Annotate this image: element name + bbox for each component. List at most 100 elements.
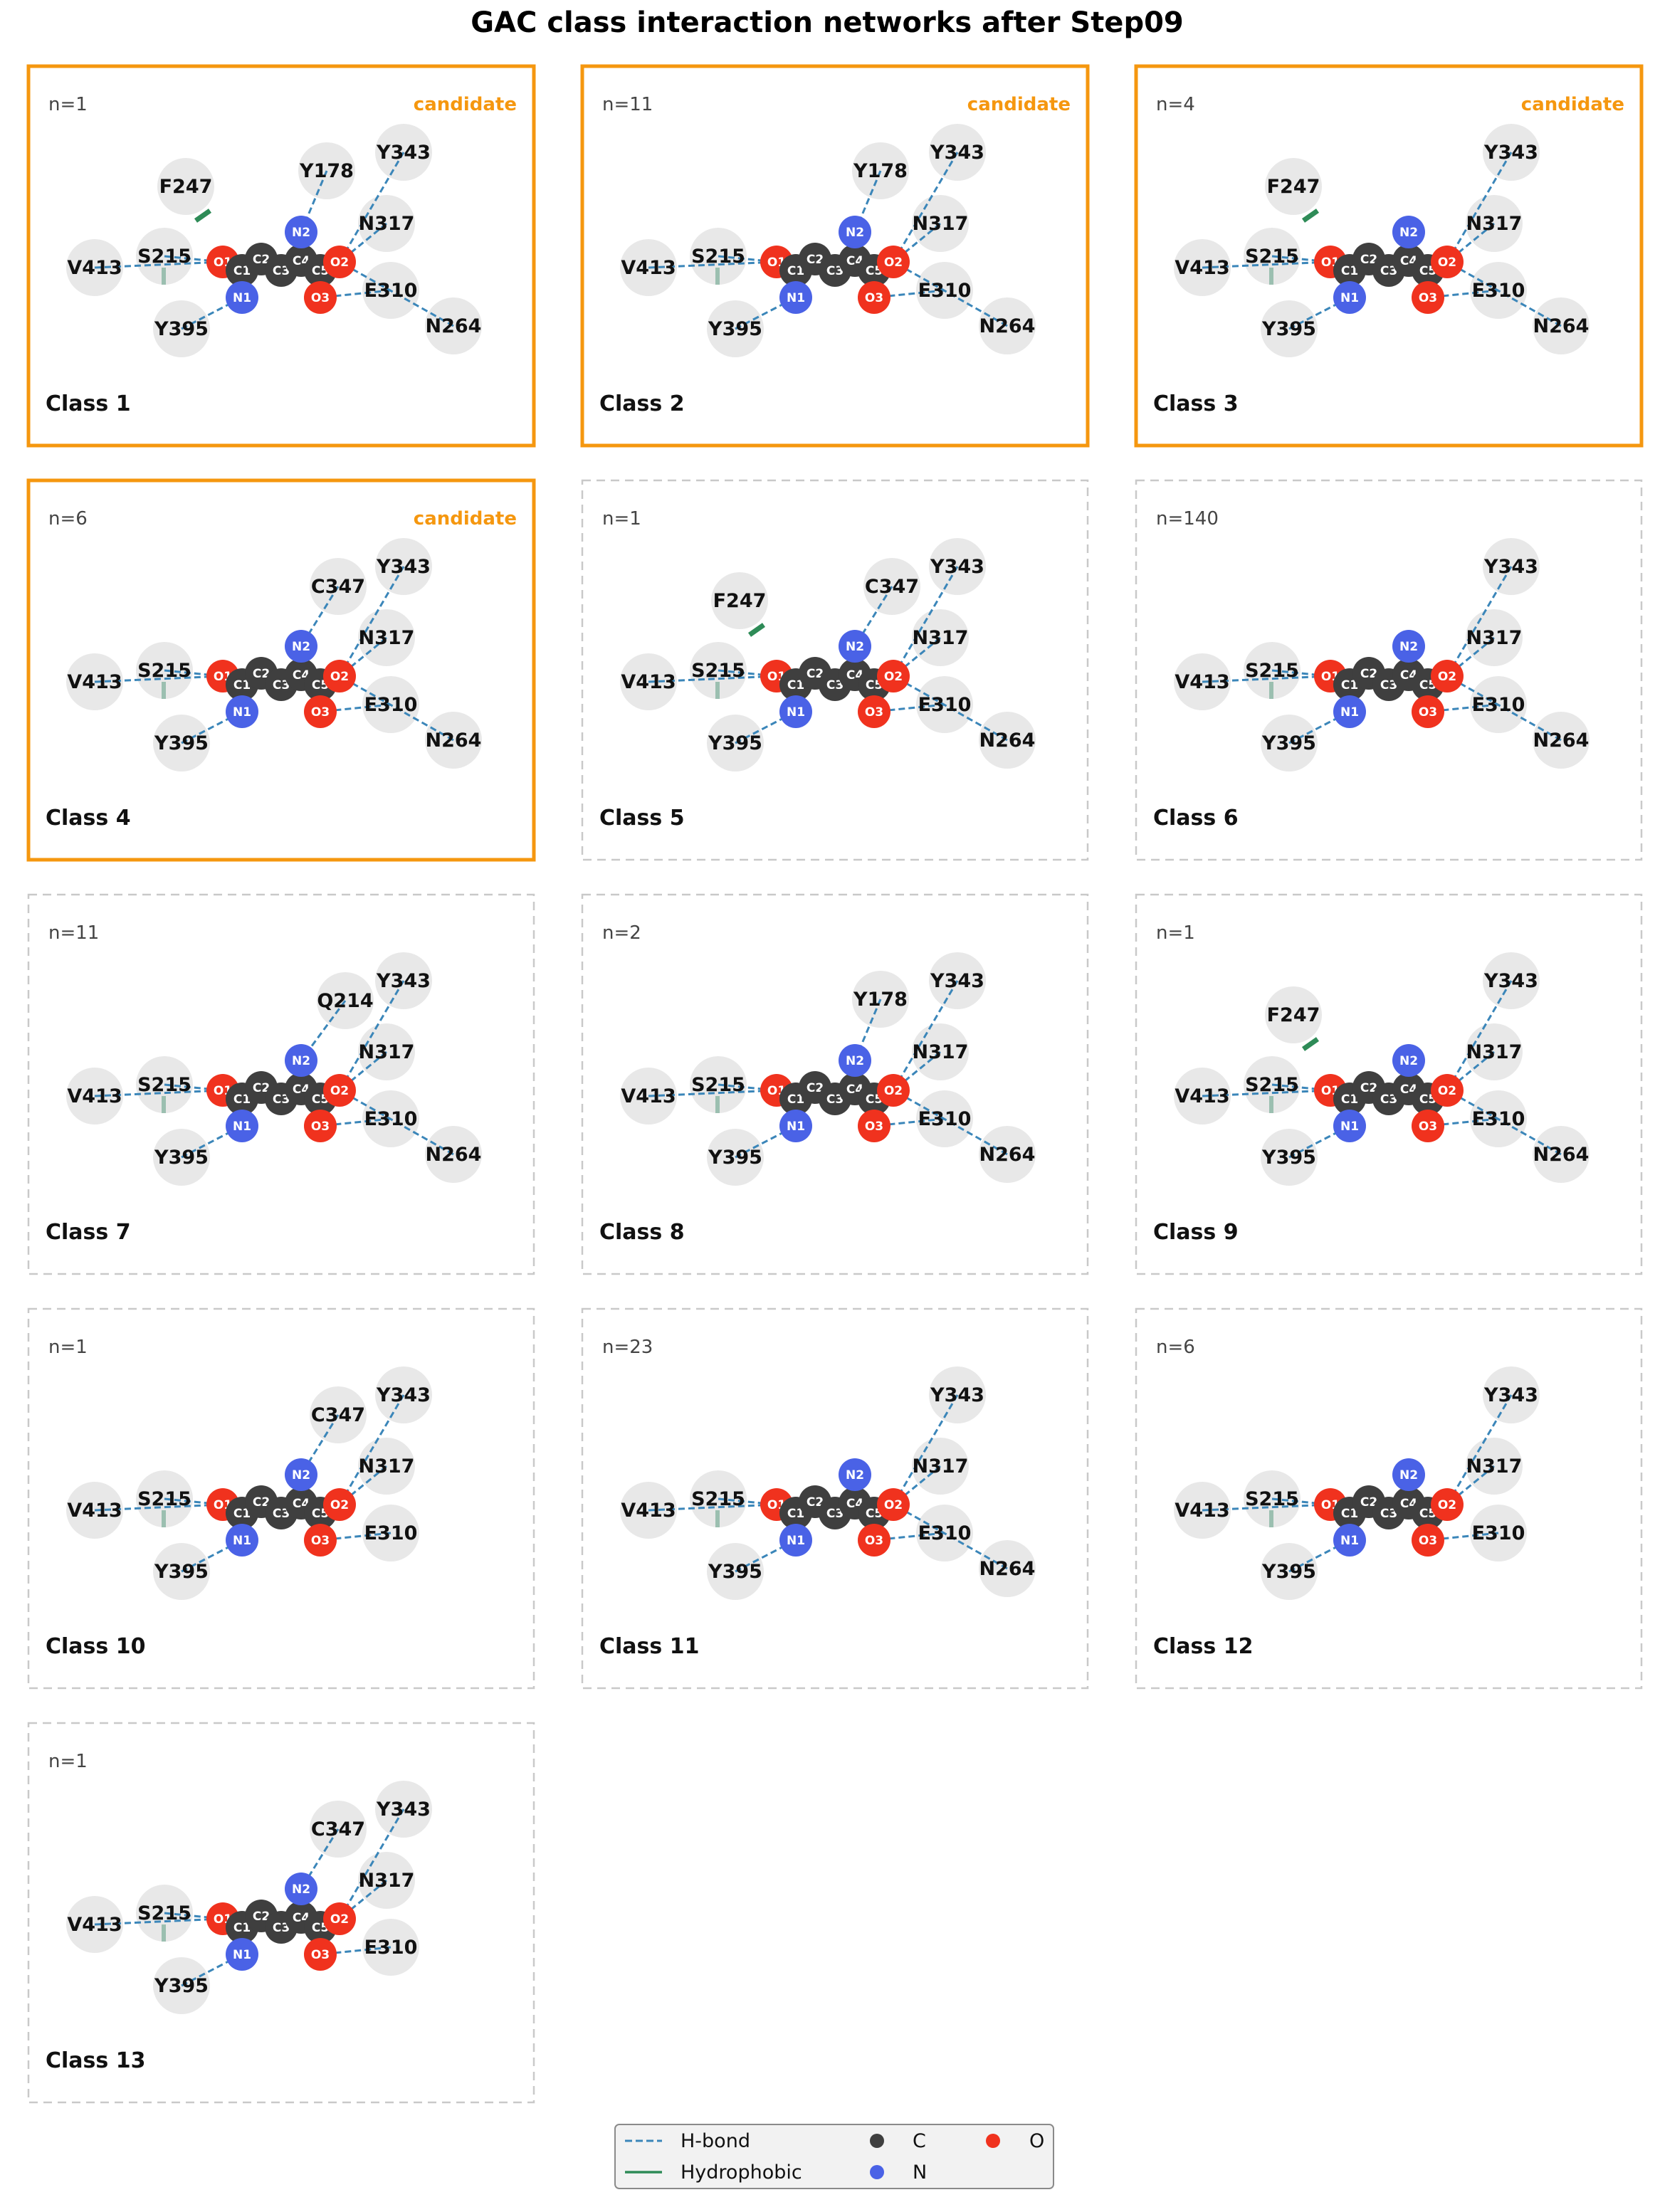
hbond-line: [338, 152, 405, 263]
atom-label: N2: [846, 1054, 864, 1068]
atom-label: O3: [1419, 1120, 1437, 1134]
candidate-badge: candidate: [1521, 94, 1624, 115]
residue-label: Y395: [154, 1561, 209, 1583]
class-label: Class 1: [46, 391, 131, 416]
residue-labels: Y343 N317 S215 V413 E310 Y395 N264: [621, 1384, 1035, 1583]
legend-hbond-label: H-bond: [681, 2130, 750, 2152]
residue-label: Q214: [317, 990, 373, 1012]
atom-label: C2: [1360, 1495, 1377, 1510]
hbond-line: [853, 586, 893, 647]
atom-label: C2: [253, 1495, 270, 1510]
residue-disc: [157, 158, 214, 215]
atom-label: O3: [311, 1120, 330, 1134]
residue-label: Y343: [930, 142, 984, 164]
residue-label: N264: [979, 1558, 1036, 1580]
residue-label: Y395: [154, 1975, 209, 1997]
residue-label: S215: [691, 1074, 745, 1096]
atom-label: O2: [1438, 1084, 1456, 1098]
atom-label: C2: [1360, 253, 1377, 267]
atom-label: N1: [233, 1120, 251, 1134]
residue-label: E310: [364, 1937, 418, 1959]
atom-label: N1: [1340, 1120, 1359, 1134]
residue-label: N317: [359, 1455, 415, 1478]
atom-n1: [779, 1110, 812, 1142]
hbond-line: [735, 710, 797, 744]
hbond-line: [181, 296, 243, 330]
atom-label: N2: [846, 640, 864, 654]
hbond-line: [735, 1125, 797, 1159]
hbond-line: [338, 980, 405, 1091]
atom-n1: [779, 281, 812, 314]
residue-label: S215: [137, 660, 191, 682]
hbond-line: [1202, 1089, 1331, 1097]
residue-label: N317: [1466, 213, 1523, 235]
atom-label: C1: [1341, 264, 1358, 278]
atom-label: C3: [1380, 678, 1397, 692]
atom-n1: [1333, 1524, 1366, 1557]
residue-label: Y178: [853, 160, 908, 182]
hbond-line: [873, 703, 945, 713]
atom-n2: [1392, 1458, 1425, 1491]
residue-disc: [1265, 986, 1322, 1043]
atom-o3: [304, 695, 337, 728]
residue-label: Y395: [1261, 1147, 1316, 1169]
atom-label: N2: [1399, 226, 1418, 240]
atom-label: O2: [1438, 256, 1456, 270]
hbond-line: [892, 1394, 959, 1505]
atom-label: N2: [292, 640, 310, 654]
residue-labels: Y343 C347 N317 S215 V413 E310 Y395 N264: [67, 556, 481, 754]
hbond-line: [1288, 1125, 1350, 1159]
residue-label: Y343: [930, 1384, 984, 1406]
hbond-line: [181, 1125, 243, 1159]
atom-o3: [304, 1110, 337, 1142]
hbond-line: [94, 1089, 224, 1097]
atom-n1: [226, 281, 258, 314]
residue-label: Y343: [1483, 970, 1538, 992]
atom-o3: [858, 695, 890, 728]
residue-label: N264: [979, 315, 1036, 337]
atom-label: N1: [233, 291, 251, 305]
atom-o2: [877, 660, 910, 692]
hbond-line: [1446, 566, 1513, 677]
hbond-line: [893, 675, 1008, 742]
atom-label: C1: [1341, 678, 1358, 692]
atom-label: C1: [233, 264, 251, 278]
residue-label: C347: [311, 1404, 365, 1426]
residue-label: S215: [1245, 1488, 1299, 1510]
residue-label: Y343: [1483, 556, 1538, 578]
atom-label: C1: [1341, 1092, 1358, 1107]
atom-n1: [226, 695, 258, 728]
atom-o2: [323, 246, 356, 278]
class-label: Class 6: [1153, 806, 1239, 831]
atom-label: O3: [311, 1948, 330, 1962]
atom-n2: [285, 216, 317, 248]
residue-labels: Y343 N317 S215 V413 E310 Y395 N264: [1175, 556, 1589, 754]
legend-hydrophobic-label: Hydrophobic: [681, 2161, 802, 2184]
atom-label: N1: [787, 1534, 805, 1548]
residue-label: S215: [1245, 1074, 1299, 1096]
residue-label: Y343: [376, 142, 431, 164]
residue-label: E310: [364, 1522, 418, 1544]
atom-label: N2: [1399, 1468, 1418, 1482]
atom-o3: [858, 1524, 890, 1557]
residue-label: V413: [67, 1085, 122, 1107]
hydrophobic-contact: [194, 209, 212, 223]
atom-o3: [1412, 1524, 1444, 1557]
atom-label: C3: [273, 1092, 290, 1107]
residue-label: V413: [1175, 257, 1229, 279]
hbond-line: [320, 1117, 392, 1127]
candidate-badge: candidate: [967, 94, 1071, 115]
interaction-layer: [1202, 152, 1562, 330]
hbond-line: [892, 152, 959, 263]
atom-label: C2: [807, 667, 824, 681]
count-label: n=2: [602, 922, 641, 944]
residue-label: N264: [1533, 1144, 1590, 1166]
residue-label: N264: [426, 315, 482, 337]
residue-label: V413: [1175, 1085, 1229, 1107]
